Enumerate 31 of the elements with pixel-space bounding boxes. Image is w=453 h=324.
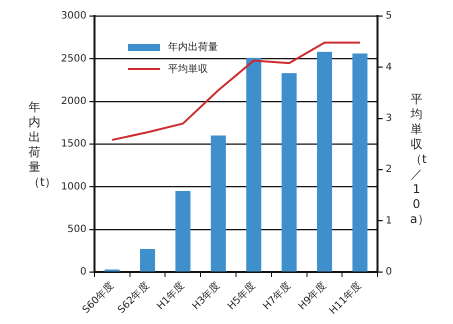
y2-tick-label: 2 (386, 164, 392, 176)
legend-label: 平均単収 (168, 62, 208, 76)
y-tick-label: 1000 (60, 181, 86, 192)
x-tick-label: S62年度 (115, 280, 152, 316)
x-tick-label: H3年度 (190, 280, 222, 312)
x-tick-label: H1年度 (154, 280, 187, 312)
y2-tick-label: 5 (386, 10, 392, 22)
y2-tick-label: 0 (386, 266, 392, 278)
bar (210, 135, 226, 272)
y-tick-label: 3000 (60, 10, 86, 22)
y2-tick-label: 4 (386, 62, 392, 73)
bar (246, 58, 262, 272)
y-axis-title: 年内出荷量（t） (28, 100, 57, 190)
y2-tick-label: 3 (386, 113, 392, 124)
y-tick-label: 500 (67, 224, 86, 235)
bar (282, 73, 297, 272)
bar (317, 52, 332, 272)
bar (175, 190, 190, 272)
y2-tick-label: 1 (386, 215, 392, 226)
x-tick-label: S60年度 (80, 280, 116, 316)
bar (140, 249, 156, 272)
x-tick-label: H5年度 (225, 280, 258, 312)
bar (352, 54, 368, 272)
y-tick-label: 2000 (60, 96, 86, 107)
legend-label: 年内出荷量 (168, 40, 218, 54)
x-tick-label: H7年度 (260, 280, 294, 312)
x-tick-label: H9年度 (296, 280, 328, 312)
y-tick-label: 2500 (60, 53, 86, 64)
y-tick-label: 1500 (60, 138, 86, 150)
y-tick-label: 0 (80, 266, 86, 278)
text: 平均単収（t／10a） (410, 92, 430, 226)
